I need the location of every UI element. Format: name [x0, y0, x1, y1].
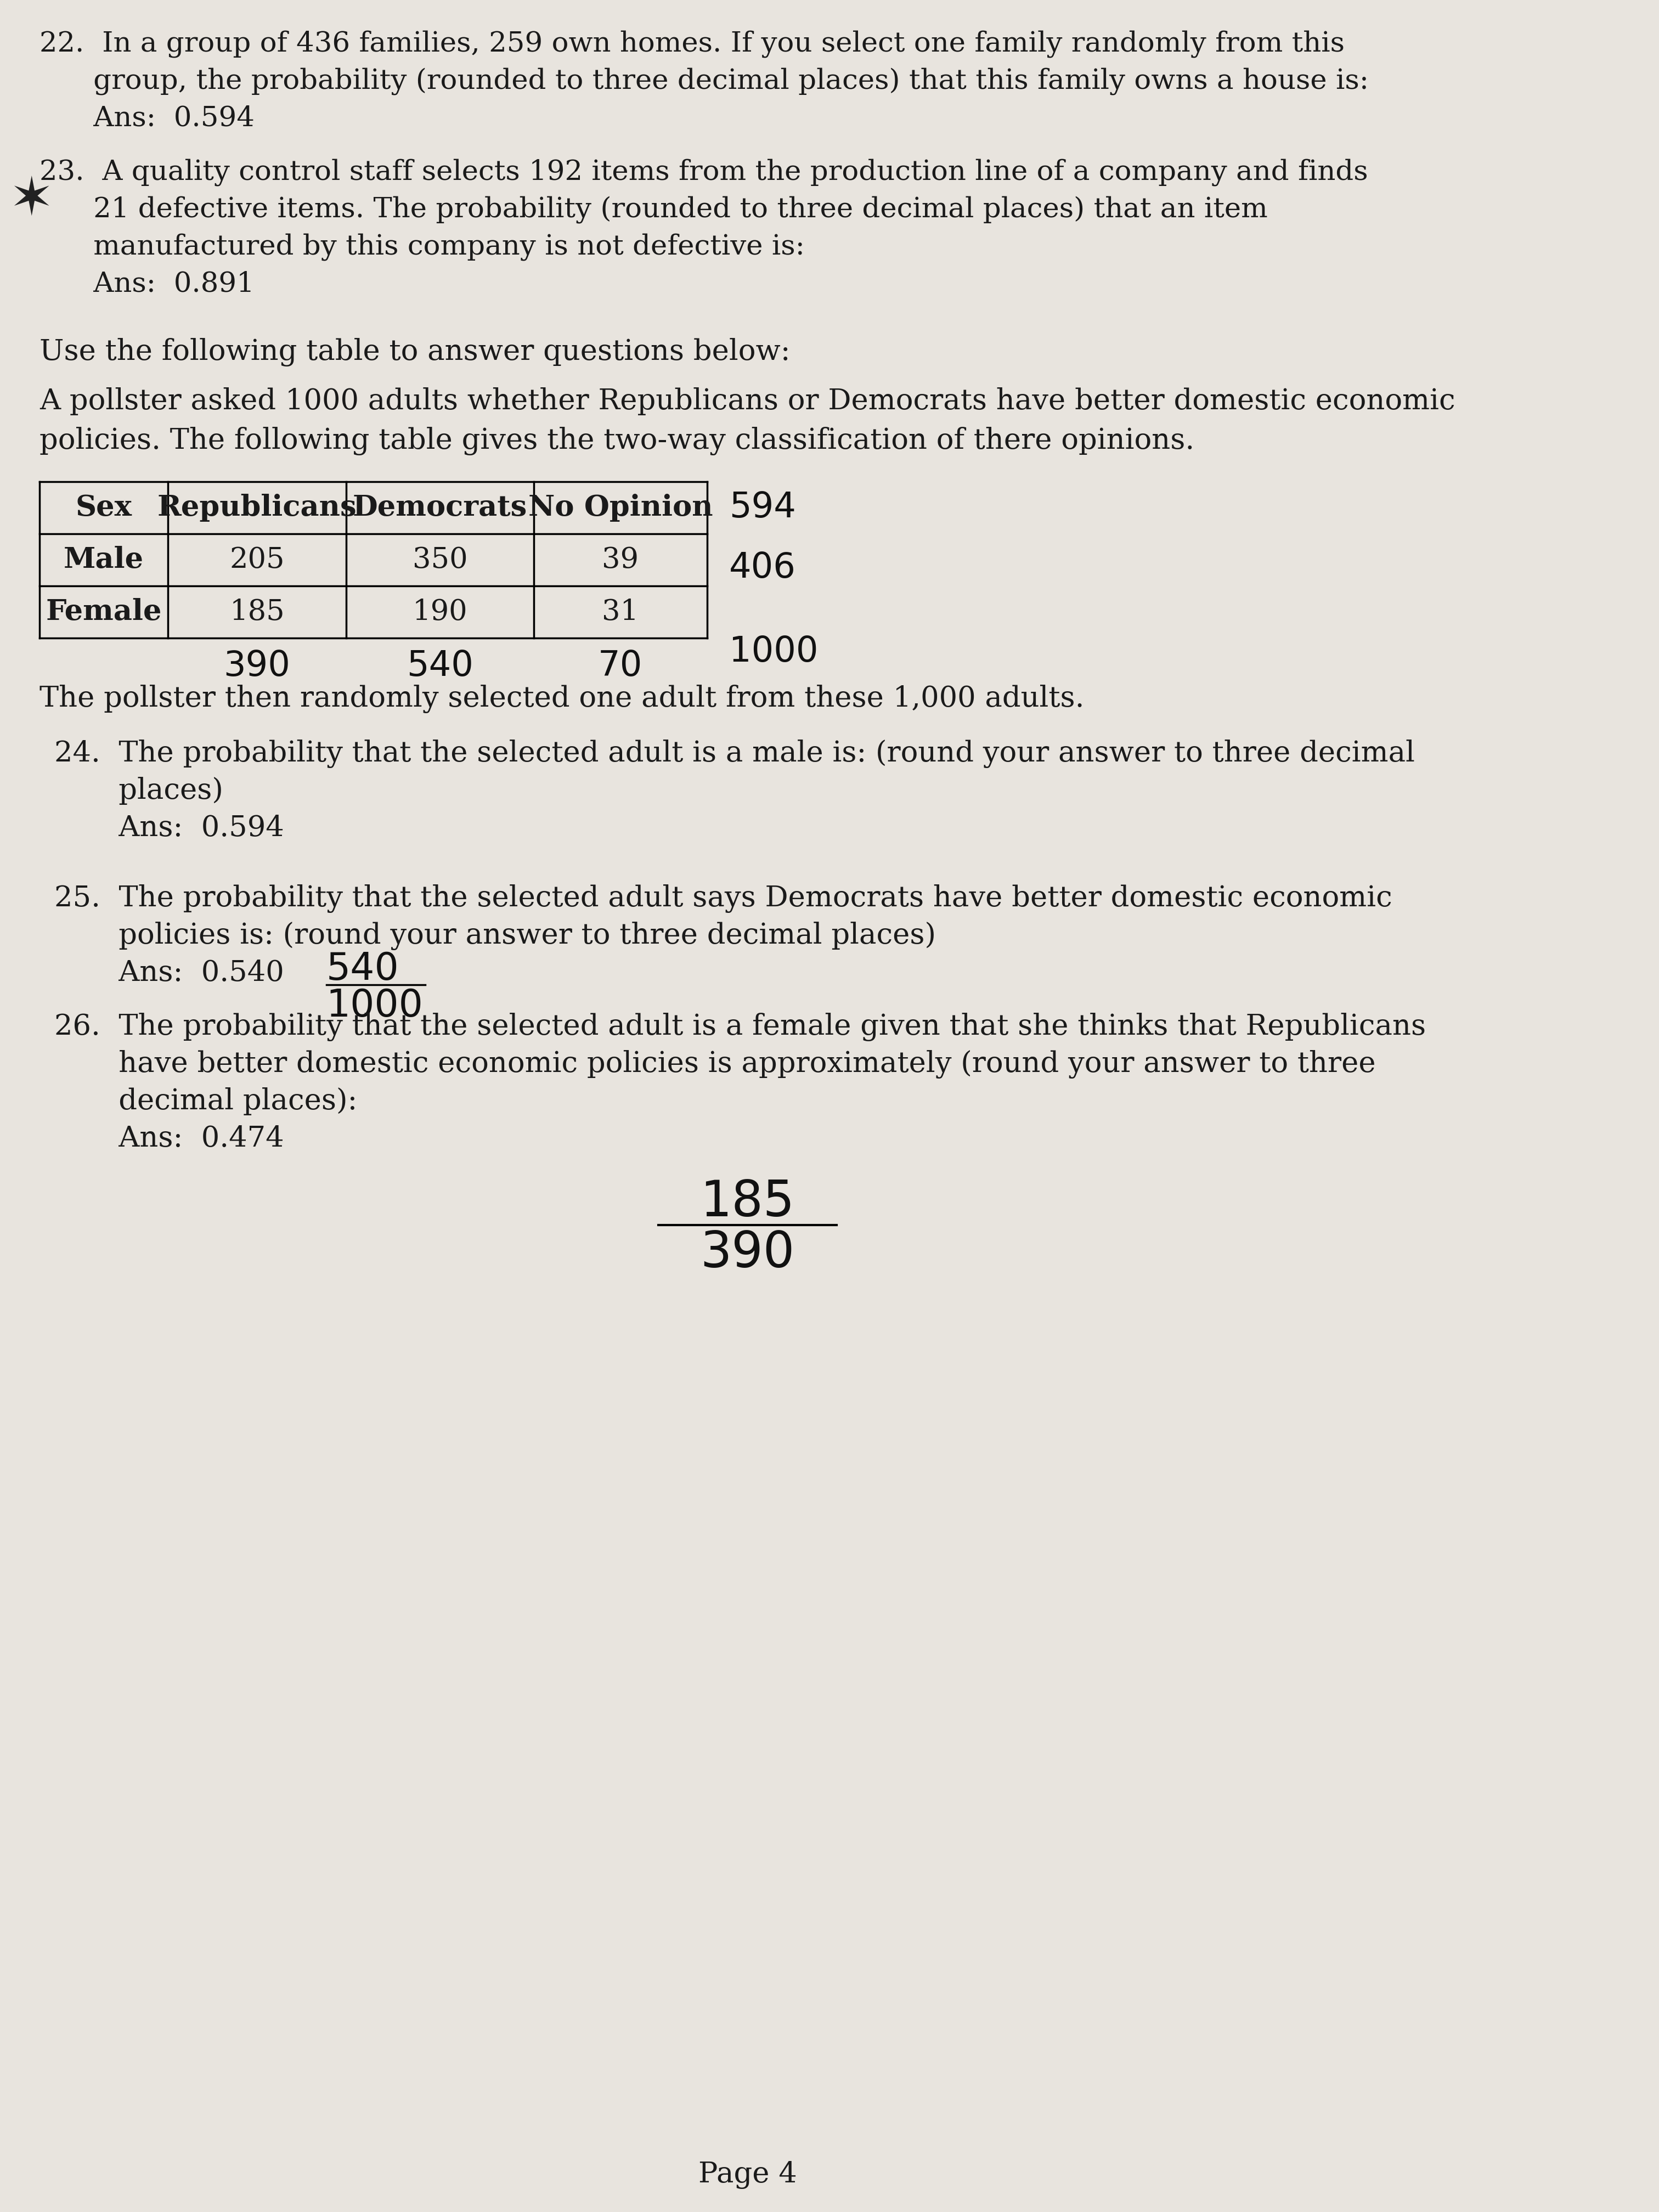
Text: Page 4: Page 4	[698, 2161, 796, 2190]
Text: 540: 540	[406, 648, 473, 684]
Text: A pollster asked 1000 adults whether Republicans or Democrats have better domest: A pollster asked 1000 adults whether Rep…	[40, 387, 1455, 416]
Text: 350: 350	[413, 546, 468, 573]
Text: 26.  The probability that the selected adult is a female given that she thinks t: 26. The probability that the selected ad…	[55, 1013, 1427, 1042]
Text: 540: 540	[327, 951, 400, 987]
Text: policies is: (round your answer to three decimal places): policies is: (round your answer to three…	[55, 922, 936, 951]
Text: Sex: Sex	[76, 493, 133, 522]
Text: 39: 39	[602, 546, 639, 573]
Text: 24.  The probability that the selected adult is a male is: (round your answer to: 24. The probability that the selected ad…	[55, 739, 1415, 768]
Text: decimal places):: decimal places):	[55, 1088, 357, 1115]
Text: policies. The following table gives the two-way classification of there opinions: policies. The following table gives the …	[40, 427, 1194, 456]
Text: 1000: 1000	[327, 987, 423, 1024]
Text: Democrats: Democrats	[353, 493, 528, 522]
Text: Female: Female	[46, 597, 163, 626]
Text: group, the probability (rounded to three decimal places) that this family owns a: group, the probability (rounded to three…	[40, 69, 1369, 95]
Text: No Opinion: No Opinion	[528, 493, 713, 522]
Text: 22.  In a group of 436 families, 259 own homes. If you select one family randoml: 22. In a group of 436 families, 259 own …	[40, 31, 1345, 58]
Text: manufactured by this company is not defective is:: manufactured by this company is not defe…	[40, 232, 805, 261]
Text: have better domestic economic policies is approximately (round your answer to th: have better domestic economic policies i…	[55, 1051, 1375, 1079]
Text: Ans:  0.891: Ans: 0.891	[40, 270, 254, 299]
Text: Ans:  0.474: Ans: 0.474	[55, 1124, 284, 1152]
Text: 406: 406	[730, 551, 796, 586]
Text: The pollster then randomly selected one adult from these 1,000 adults.: The pollster then randomly selected one …	[40, 686, 1085, 712]
Text: places): places)	[55, 776, 224, 805]
Text: 23.  A quality control staff selects 192 items from the production line of a com: 23. A quality control staff selects 192 …	[40, 159, 1369, 186]
Text: 25.  The probability that the selected adult says Democrats have better domestic: 25. The probability that the selected ad…	[55, 885, 1392, 914]
Text: Ans:  0.594: Ans: 0.594	[55, 814, 284, 843]
Text: 31: 31	[602, 597, 639, 626]
Text: 185: 185	[229, 597, 285, 626]
Text: 1000: 1000	[730, 635, 818, 668]
Text: 594: 594	[730, 491, 796, 524]
Text: ✶: ✶	[8, 175, 53, 226]
Text: 390: 390	[224, 648, 290, 684]
Text: Male: Male	[63, 546, 144, 573]
Text: 70: 70	[599, 648, 642, 684]
Text: 205: 205	[229, 546, 285, 573]
Text: Ans:  0.594: Ans: 0.594	[40, 104, 254, 133]
Text: 185: 185	[700, 1179, 795, 1228]
Text: 190: 190	[413, 597, 468, 626]
Text: 21 defective items. The probability (rounded to three decimal places) that an it: 21 defective items. The probability (rou…	[40, 197, 1267, 223]
Text: Ans:  0.540: Ans: 0.540	[55, 960, 284, 987]
Text: Use the following table to answer questions below:: Use the following table to answer questi…	[40, 338, 790, 367]
Text: 390: 390	[700, 1230, 795, 1279]
Text: Republicans: Republicans	[158, 493, 357, 522]
